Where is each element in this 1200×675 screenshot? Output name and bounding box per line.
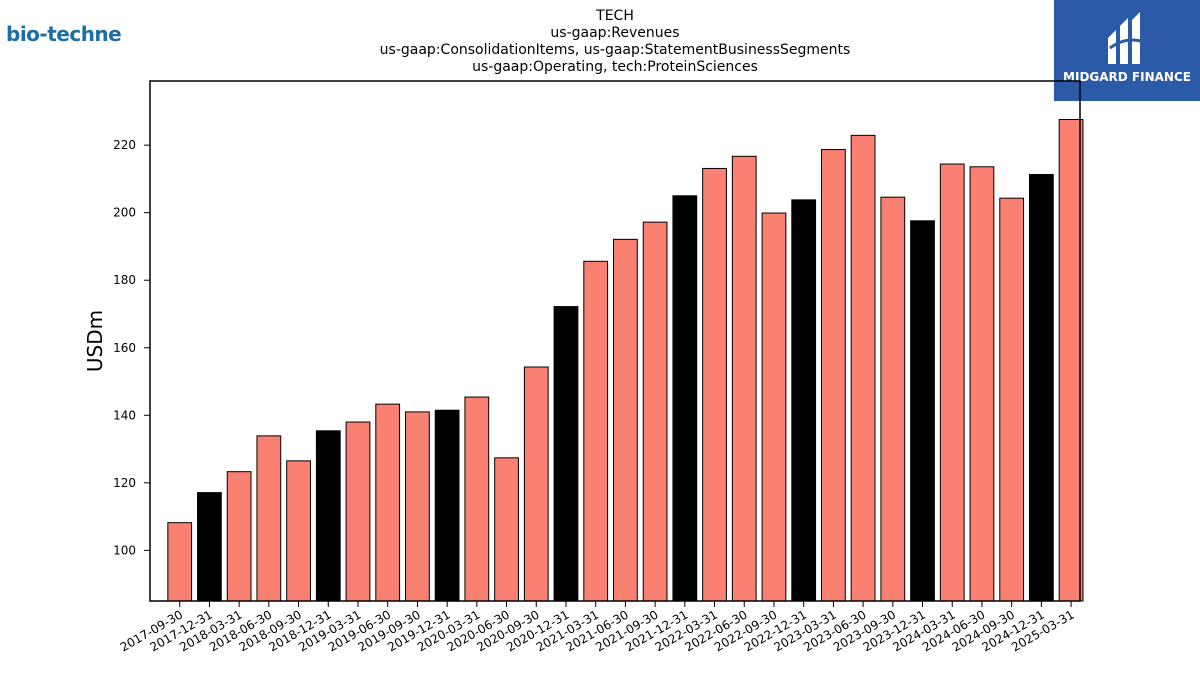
plot-frame	[149, 80, 1081, 602]
bar	[910, 220, 935, 602]
chart-title-line: TECH	[595, 8, 634, 24]
biotechne-logo: bio-techne	[6, 22, 122, 46]
bar	[464, 396, 490, 602]
bar	[1028, 174, 1054, 602]
y-tick-label: 100	[113, 543, 136, 557]
y-tick-label: 160	[113, 341, 136, 355]
midgard-finance-logo: MIDGARD FINANCE	[1054, 0, 1200, 101]
bar	[761, 212, 787, 602]
bar	[939, 163, 965, 602]
chart-title-line: us-gaap:ConsolidationItems, us-gaap:Stat…	[380, 42, 851, 58]
bar	[672, 195, 698, 602]
bar	[969, 166, 995, 602]
midgard-mark-icon	[1108, 12, 1145, 64]
bar	[345, 421, 371, 602]
bar	[731, 155, 757, 602]
bar	[791, 199, 817, 602]
chart-title: TECHus-gaap:Revenuesus-gaap:Consolidatio…	[380, 8, 851, 75]
bar	[256, 435, 282, 602]
bar	[702, 167, 727, 602]
bar	[523, 366, 549, 602]
chart-title-line: us-gaap:Operating, tech:ProteinSciences	[472, 59, 758, 75]
bar	[434, 409, 460, 602]
chart-title-line: us-gaap:Revenues	[550, 25, 679, 41]
y-tick-label: 200	[113, 206, 136, 220]
y-tick-label: 220	[113, 138, 136, 152]
y-tick-label: 140	[113, 408, 136, 422]
bar	[613, 238, 638, 602]
bar	[405, 411, 430, 602]
y-axis-label: USDm	[83, 310, 107, 372]
midgard-brand-text: MIDGARD FINANCE	[1063, 70, 1191, 84]
bar	[167, 522, 193, 602]
bar	[494, 457, 519, 602]
bar	[315, 430, 341, 602]
bar-series	[167, 118, 1084, 602]
x-axis: 2017-09-302017-12-312018-03-312018-06-30…	[118, 601, 1077, 654]
bar	[880, 196, 906, 602]
bar	[286, 460, 311, 602]
bar	[375, 403, 401, 602]
bar	[583, 260, 609, 602]
bar	[553, 306, 579, 602]
y-axis: 100 120 140 160 180 200 220	[113, 138, 150, 557]
bar	[226, 471, 252, 602]
bar	[850, 134, 876, 602]
bar	[197, 492, 222, 602]
y-tick-label: 120	[113, 476, 136, 490]
bar	[642, 221, 668, 602]
y-tick-label: 180	[113, 273, 136, 287]
bar	[821, 149, 846, 602]
bar	[999, 197, 1025, 602]
